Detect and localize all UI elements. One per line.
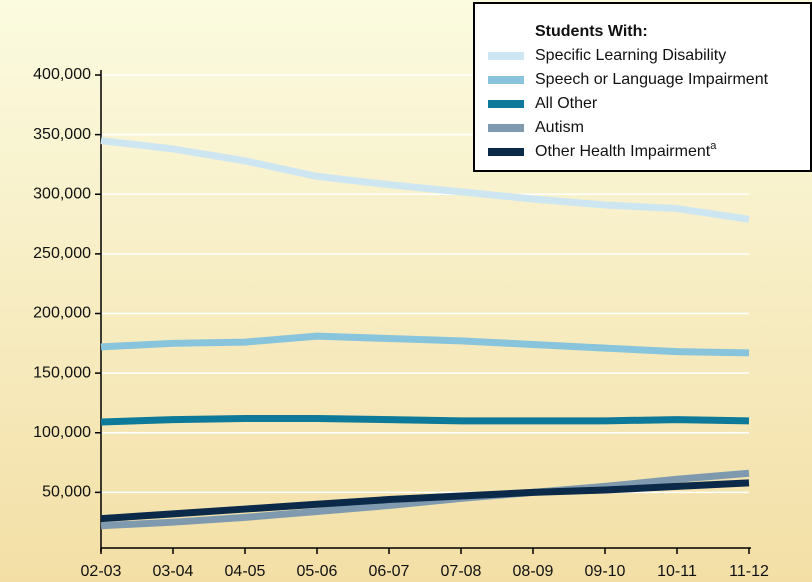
y-tick-label: 300,000 [33, 185, 91, 202]
x-tick-label: 10-11 [657, 563, 697, 580]
series-line [100, 137, 750, 223]
series-line [100, 332, 750, 357]
legend-label-text: Speech or Language Impairment [535, 71, 769, 88]
y-tick-label: 50,000 [42, 484, 91, 501]
x-tick-label: 03-04 [153, 563, 194, 580]
y-tick-label: 350,000 [33, 126, 91, 143]
legend-label: Specific Learning Disability [535, 47, 726, 64]
legend-label: Other Health Impairmenta [535, 140, 717, 160]
legend-label-text: Autism [535, 119, 584, 136]
series-line [100, 469, 750, 530]
x-tick-label: 11-12 [729, 563, 769, 580]
x-tick-label: 07-08 [441, 563, 482, 580]
series-line [100, 414, 750, 426]
legend-label: Speech or Language Impairment [535, 71, 769, 88]
legend-label-text: All Other [535, 95, 598, 112]
x-tick-label: 05-06 [297, 563, 338, 580]
y-tick-label: 400,000 [33, 66, 91, 83]
legend-box [473, 2, 812, 172]
x-tick-label: 06-07 [369, 563, 410, 580]
legend-swatch [488, 76, 524, 84]
legend-title: Students With: [535, 23, 648, 40]
y-tick-label: 100,000 [33, 424, 91, 441]
y-tick-label: 250,000 [33, 245, 91, 262]
footnote-marker: a [710, 140, 717, 152]
legend-label-text: Specific Learning Disability [535, 47, 726, 64]
x-tick-label: 08-09 [513, 563, 554, 580]
legend-swatch [488, 100, 524, 108]
legend-swatch [488, 52, 524, 60]
y-tick-label: 200,000 [33, 305, 91, 322]
legend-swatch [488, 148, 524, 156]
legend-label: Autism [535, 119, 584, 136]
legend-swatch [488, 124, 524, 132]
x-tick-label: 02-03 [81, 563, 122, 580]
plot: 50,000 100,000 150,000 200,000 250,000 300,00… [33, 66, 769, 580]
legend-label-text: Other Health Impairment [535, 143, 711, 160]
y-tick-label: 150,000 [33, 364, 91, 381]
x-tick-label: 04-05 [225, 563, 266, 580]
legend: Students With: Specific Learning Disabil… [473, 2, 812, 172]
series-line [100, 479, 750, 523]
x-tick-label: 09-10 [585, 563, 626, 580]
legend-label: All Other [535, 95, 598, 112]
